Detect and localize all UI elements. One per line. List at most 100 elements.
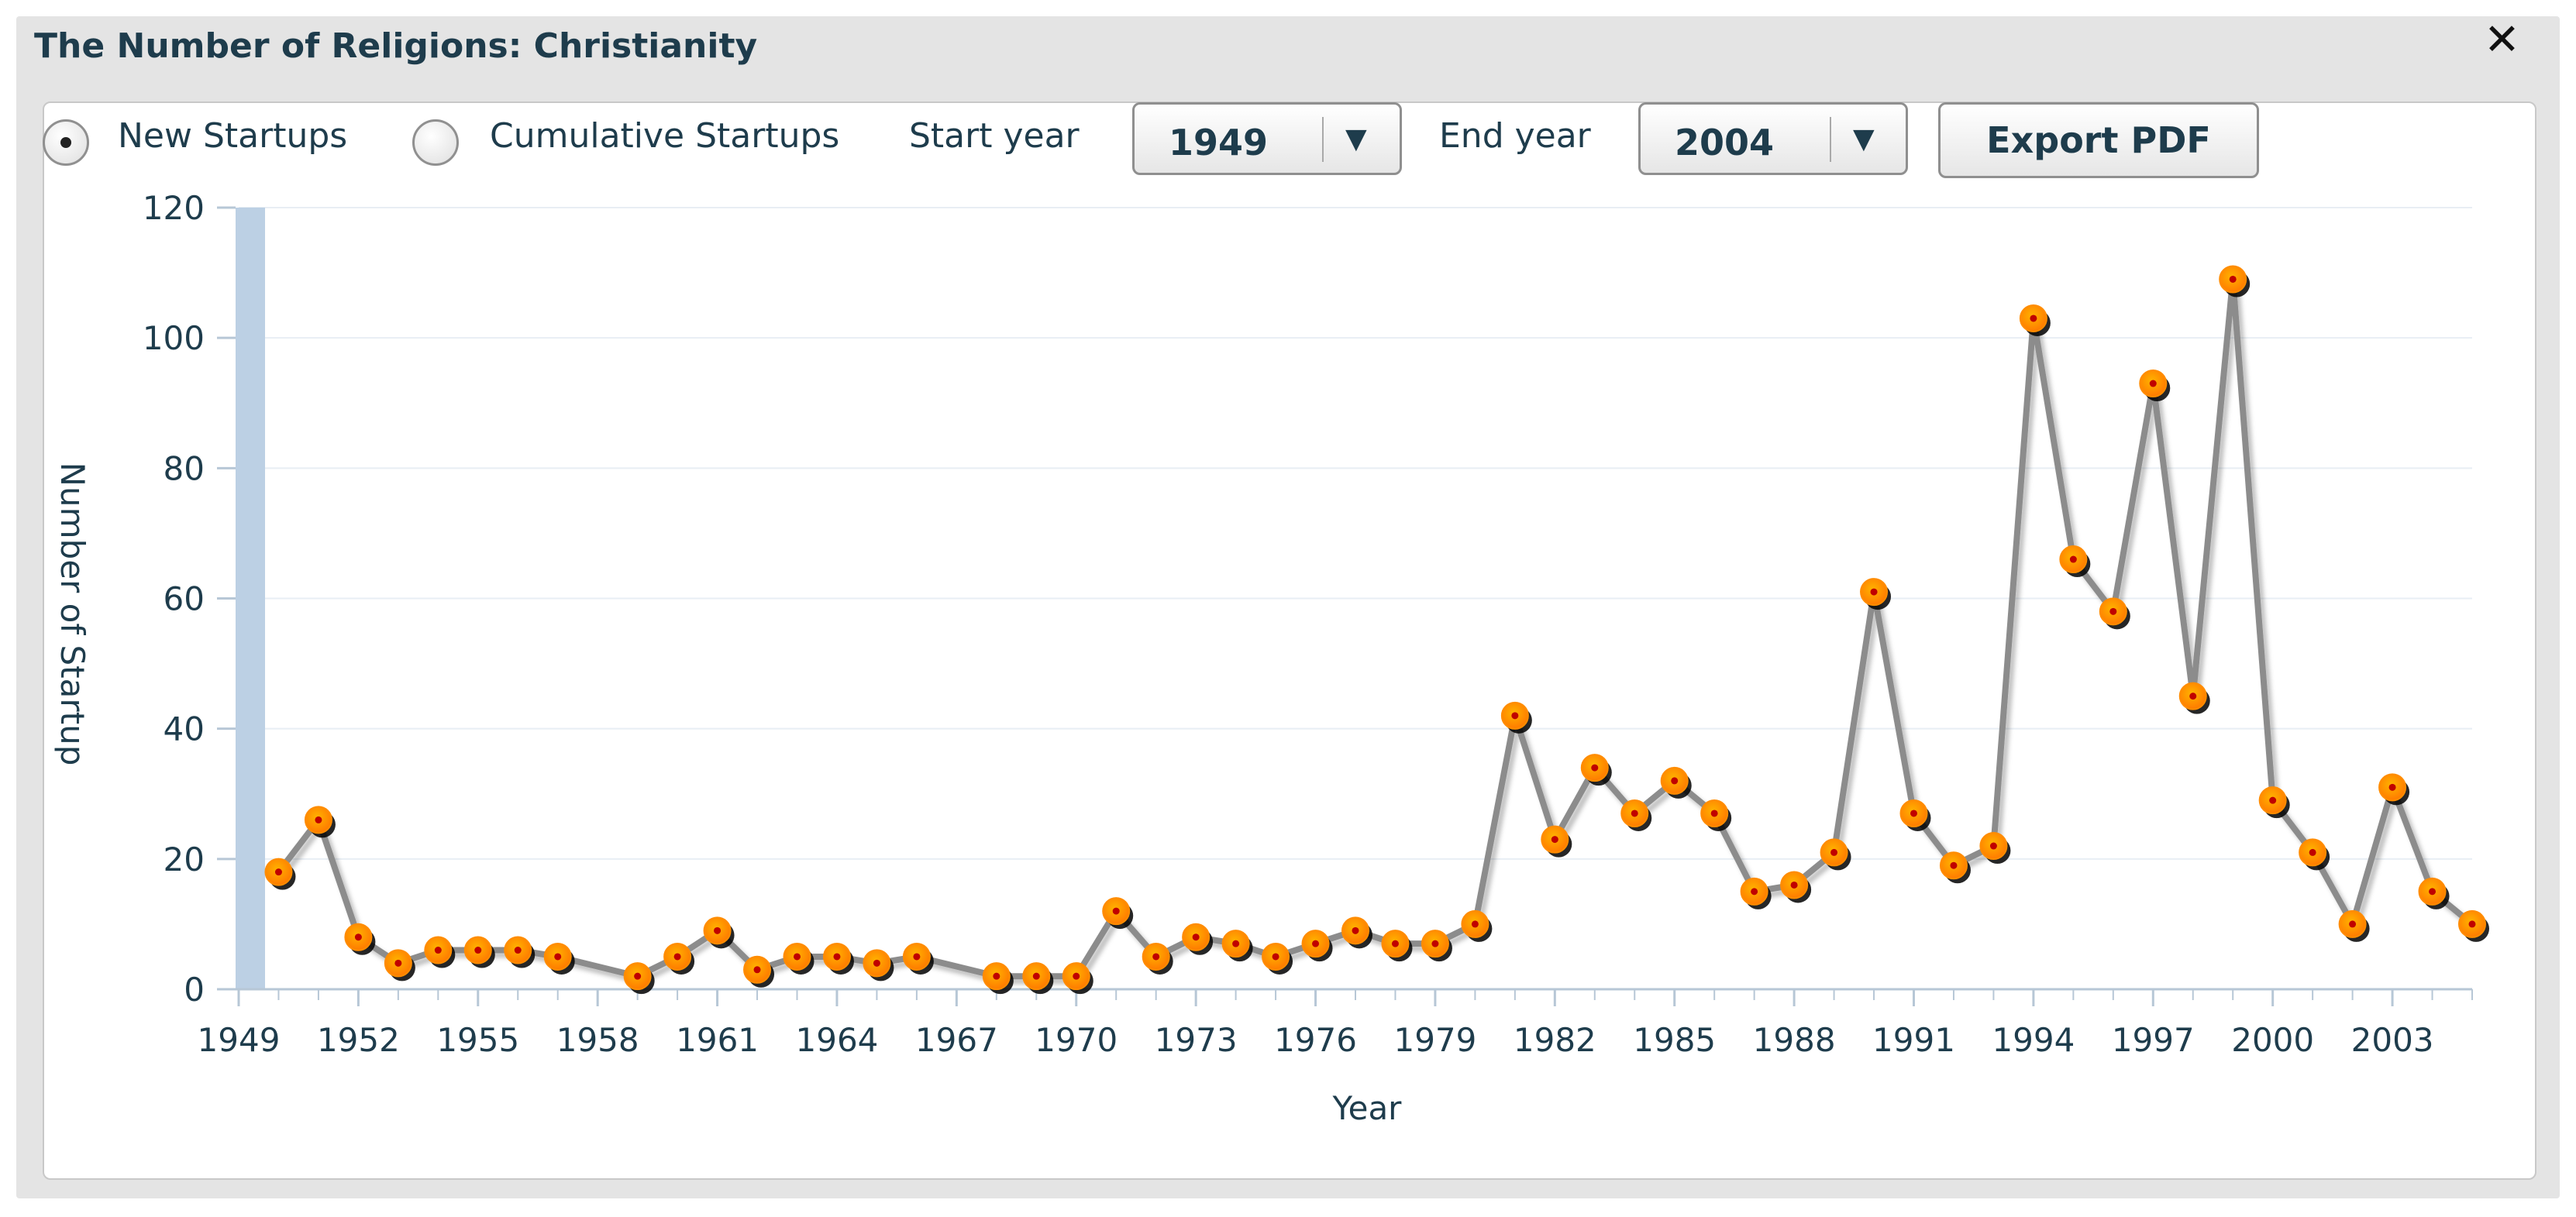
x-axis: 1949 1952 1955 1958 1961 1964 1967 1970 1973 1976…: [198, 988, 2473, 1059]
data-point[interactable]: [344, 923, 376, 955]
data-point[interactable]: [1979, 832, 2011, 865]
x-tick-label: 2003: [2351, 1021, 2434, 1059]
data-point[interactable]: [2178, 682, 2210, 714]
data-point[interactable]: [463, 936, 495, 968]
x-tick-label: 1970: [1035, 1021, 1118, 1059]
data-point[interactable]: [1820, 838, 1851, 871]
data-point[interactable]: [1700, 799, 1732, 831]
data-point[interactable]: [264, 858, 296, 890]
y-tick-label: 100: [143, 319, 205, 357]
x-tick-label: 1988: [1753, 1021, 1836, 1059]
y-tick-label: 80: [164, 449, 205, 487]
select-divider: [1830, 117, 1831, 162]
data-point[interactable]: [1461, 909, 1493, 942]
y-axis-band: [236, 208, 265, 989]
dialog-title: The Number of Religions: Christianity: [34, 26, 758, 66]
x-tick-label: 1997: [2112, 1021, 2195, 1059]
data-point[interactable]: [2139, 370, 2171, 402]
data-point[interactable]: [2258, 786, 2290, 819]
data-point[interactable]: [783, 942, 814, 975]
x-tick-label: 1976: [1274, 1021, 1357, 1059]
end-year-label: End year: [1439, 116, 1591, 156]
data-point[interactable]: [2299, 838, 2330, 871]
chevron-down-icon: ▼: [1345, 123, 1367, 155]
radio-selected-dot: [60, 137, 71, 148]
select-divider: [1322, 117, 1324, 162]
series-points: [264, 265, 2489, 995]
x-tick-label: 2000: [2231, 1021, 2314, 1059]
data-point[interactable]: [1580, 754, 1612, 786]
y-tick-label: 20: [164, 841, 205, 878]
data-point[interactable]: [623, 962, 655, 995]
data-point[interactable]: [2458, 909, 2489, 942]
data-point[interactable]: [982, 962, 1014, 995]
data-point[interactable]: [863, 949, 894, 982]
data-point[interactable]: [1899, 799, 1931, 831]
data-point[interactable]: [1620, 799, 1652, 831]
data-point[interactable]: [504, 936, 536, 968]
data-point[interactable]: [1182, 923, 1214, 955]
x-tick-label: 1964: [796, 1021, 879, 1059]
data-point[interactable]: [1500, 701, 1532, 734]
x-tick-label: 1949: [198, 1021, 281, 1059]
data-point[interactable]: [1062, 962, 1093, 995]
data-point[interactable]: [703, 916, 735, 949]
data-point[interactable]: [1660, 766, 1692, 799]
y-tick-label: 40: [164, 710, 205, 748]
data-point[interactable]: [1301, 930, 1333, 962]
data-point[interactable]: [663, 942, 695, 975]
data-point[interactable]: [1939, 851, 1971, 884]
end-year-value: 2004: [1675, 122, 1775, 163]
x-tick-label: 1952: [317, 1021, 400, 1059]
data-point[interactable]: [1780, 871, 1812, 903]
data-point[interactable]: [1341, 916, 1372, 949]
data-point[interactable]: [2059, 545, 2091, 578]
data-point[interactable]: [1022, 962, 1054, 995]
cumulative-startups-radio[interactable]: [412, 119, 459, 166]
data-point[interactable]: [743, 955, 775, 988]
x-tick-label: 1958: [556, 1021, 639, 1059]
start-year-value: 1949: [1169, 122, 1269, 163]
data-point[interactable]: [2378, 773, 2410, 806]
y-tick-label: 0: [184, 971, 205, 1009]
data-point[interactable]: [1860, 578, 1892, 610]
export-pdf-button[interactable]: Export PDF: [1938, 102, 2259, 178]
x-tick-label: 1955: [436, 1021, 519, 1059]
start-year-select[interactable]: 1949 ▼: [1132, 102, 1402, 175]
x-tick-label: 1994: [1992, 1021, 2075, 1059]
cumulative-startups-label[interactable]: Cumulative Startups: [490, 116, 840, 156]
data-point[interactable]: [1221, 930, 1253, 962]
data-point[interactable]: [2338, 909, 2370, 942]
data-point[interactable]: [822, 942, 854, 975]
gridlines: [239, 207, 2472, 990]
data-point[interactable]: [1740, 877, 1772, 909]
data-point[interactable]: [384, 949, 415, 982]
data-point[interactable]: [2418, 877, 2450, 909]
y-axis-title: Number of Startup: [53, 462, 91, 766]
x-tick-label: 1967: [915, 1021, 998, 1059]
data-point[interactable]: [1541, 825, 1572, 858]
data-point[interactable]: [2019, 304, 2051, 336]
data-point[interactable]: [1142, 942, 1173, 975]
new-startups-label[interactable]: New Startups: [118, 116, 348, 156]
data-point[interactable]: [2219, 265, 2251, 297]
data-point[interactable]: [1421, 930, 1452, 962]
y-tick-label: 60: [164, 580, 205, 618]
data-point[interactable]: [1102, 897, 1134, 930]
end-year-select[interactable]: 2004 ▼: [1638, 102, 1908, 175]
data-point[interactable]: [902, 942, 934, 975]
close-icon[interactable]: ✕: [2484, 15, 2520, 65]
new-startups-radio[interactable]: [43, 119, 89, 166]
data-point[interactable]: [2099, 597, 2130, 630]
data-point[interactable]: [543, 942, 575, 975]
data-point[interactable]: [424, 936, 456, 968]
chart-panel: [43, 101, 2536, 1180]
x-tick-label: 1961: [676, 1021, 759, 1059]
data-point[interactable]: [1262, 942, 1293, 975]
y-axis-ticks: 0 20 40 60 80 100 120: [143, 189, 236, 1009]
data-point[interactable]: [304, 806, 336, 838]
x-tick-label: 1979: [1393, 1021, 1476, 1059]
x-axis-title: Year: [1332, 1089, 1403, 1127]
data-point[interactable]: [1381, 930, 1413, 962]
